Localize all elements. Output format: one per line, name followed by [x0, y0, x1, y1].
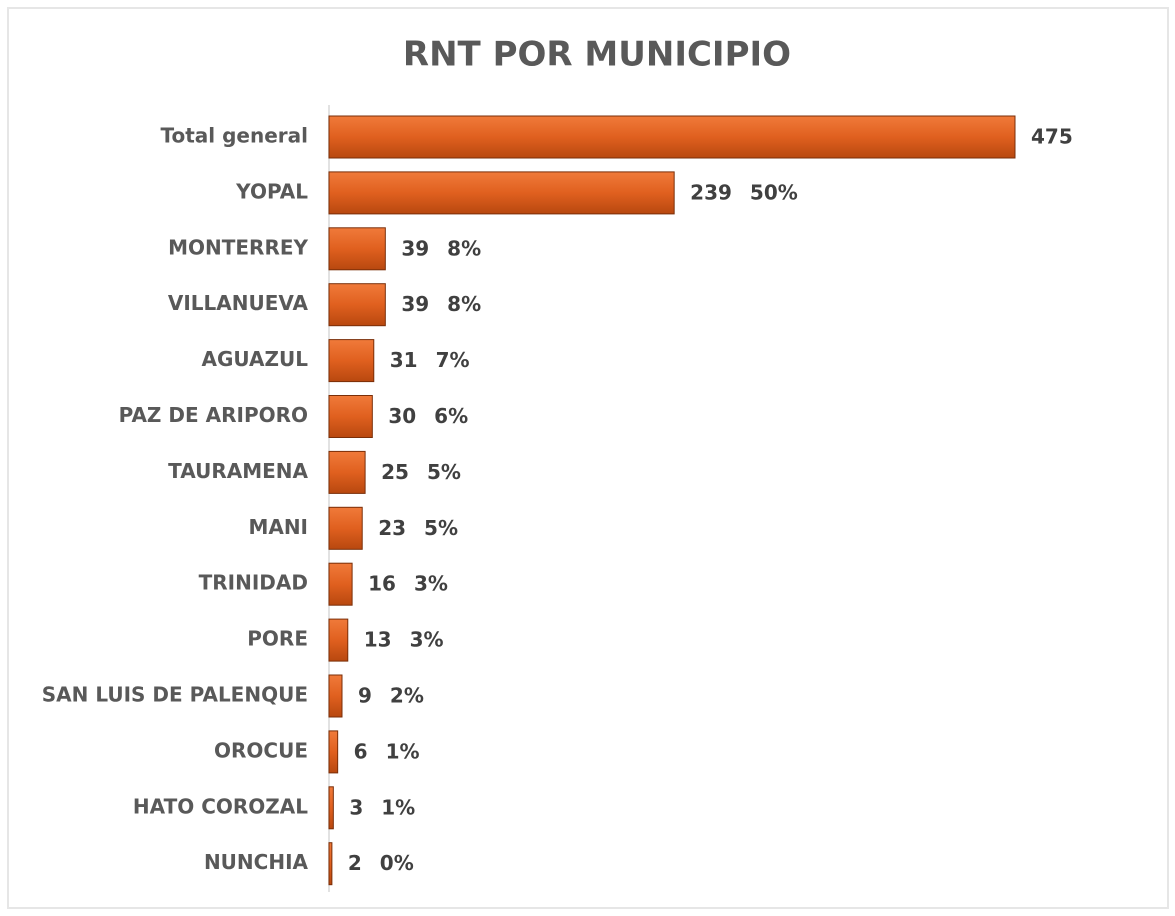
category-label: Total general [161, 124, 309, 148]
bar [328, 562, 353, 606]
value-label: 23 [378, 516, 406, 540]
category-label: HATO COROZAL [133, 794, 308, 818]
category-label: PORE [247, 627, 308, 651]
bar [328, 730, 339, 774]
bar [328, 842, 333, 886]
share-label: 5% [424, 516, 458, 540]
value-label: 39 [401, 236, 429, 260]
value-label: 9 [358, 684, 372, 708]
category-label: OROCUE [214, 738, 308, 762]
category-label: MONTERREY [168, 235, 308, 259]
category-label: TAURAMENA [168, 459, 308, 483]
category-label: YOPAL [235, 179, 308, 203]
value-label: 239 [690, 180, 732, 204]
value-label: 475 [1031, 125, 1073, 149]
bar [328, 395, 373, 438]
bar [328, 618, 349, 662]
chart-title: RNT POR MUNICIPIO [403, 35, 791, 75]
category-label: MANI [248, 515, 308, 539]
share-label: 0% [380, 851, 414, 875]
value-label: 6 [354, 739, 368, 763]
category-label: SAN LUIS DE PALENQUE [42, 683, 308, 707]
bar [328, 674, 343, 718]
value-label: 3 [349, 795, 363, 819]
share-label: 6% [434, 404, 468, 428]
value-label: 16 [368, 572, 396, 596]
value-label: 25 [381, 460, 409, 484]
value-label: 30 [388, 404, 416, 428]
bar [328, 450, 366, 494]
share-label: 5% [427, 460, 461, 484]
bar [328, 115, 1016, 159]
bar [328, 786, 334, 830]
value-label: 31 [390, 348, 418, 372]
share-label: 7% [436, 348, 470, 372]
share-label: 50% [750, 180, 798, 204]
share-label: 3% [414, 572, 448, 596]
bar [328, 339, 375, 383]
share-label: 1% [386, 739, 420, 763]
share-label: 3% [410, 628, 444, 652]
share-label: 8% [447, 292, 481, 316]
share-label: 8% [447, 236, 481, 260]
value-label: 39 [401, 292, 429, 316]
share-label: 1% [381, 795, 415, 819]
bar [328, 227, 386, 271]
category-label: NUNCHIA [204, 850, 309, 874]
share-label: 2% [390, 684, 424, 708]
category-label: TRINIDAD [199, 571, 308, 595]
bar [328, 506, 363, 550]
value-label: 13 [364, 628, 392, 652]
bar [328, 283, 386, 327]
category-label: VILLANUEVA [168, 291, 309, 315]
category-label: AGUAZUL [202, 347, 309, 371]
bar [328, 171, 675, 215]
category-label: PAZ DE ARIPORO [119, 403, 308, 427]
value-label: 2 [348, 851, 362, 875]
